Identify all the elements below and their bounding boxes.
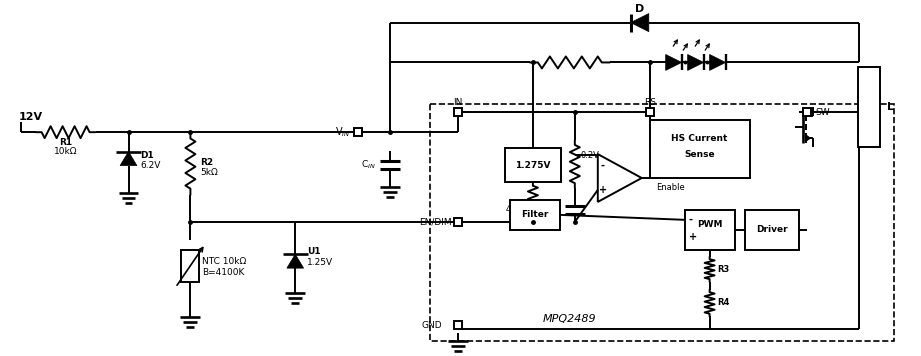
Text: PWM: PWM: [697, 220, 722, 229]
Text: +: +: [689, 232, 697, 242]
Bar: [454, 321, 462, 329]
Polygon shape: [709, 54, 726, 70]
Text: R4: R4: [717, 298, 730, 307]
Bar: [744, 210, 799, 250]
Polygon shape: [631, 14, 648, 32]
Text: R3: R3: [717, 265, 729, 274]
Bar: [858, 67, 880, 147]
Text: D: D: [635, 4, 645, 14]
Polygon shape: [688, 54, 704, 70]
Text: 1.25V: 1.25V: [308, 258, 333, 267]
Text: IN: IN: [453, 98, 462, 107]
Bar: [430, 104, 894, 341]
Text: HS Current: HS Current: [671, 134, 728, 143]
Polygon shape: [286, 254, 304, 268]
Text: Enable: Enable: [656, 183, 684, 193]
Text: RS: RS: [644, 98, 656, 107]
Bar: [181, 250, 199, 282]
Text: MPQ2489: MPQ2489: [543, 314, 597, 324]
Text: U1: U1: [308, 247, 321, 256]
Text: -: -: [689, 215, 693, 225]
Bar: [454, 108, 462, 116]
Bar: [355, 128, 362, 136]
Text: 6.2V: 6.2V: [141, 161, 161, 169]
Text: +: +: [599, 185, 607, 195]
Text: C$_{IN}$: C$_{IN}$: [361, 159, 376, 171]
Bar: [505, 148, 561, 182]
Text: 0.2V: 0.2V: [581, 151, 600, 159]
Bar: [646, 108, 654, 116]
Text: 12V: 12V: [18, 112, 42, 122]
Text: SW: SW: [815, 108, 830, 117]
Text: 5kΩ: 5kΩ: [201, 168, 218, 177]
Text: D1: D1: [141, 151, 154, 159]
Text: 10kΩ: 10kΩ: [53, 147, 77, 156]
Text: R1: R1: [59, 138, 72, 147]
Text: NTC 10kΩ: NTC 10kΩ: [203, 257, 247, 266]
Bar: [454, 218, 462, 226]
Bar: [649, 120, 750, 178]
Text: Sense: Sense: [684, 150, 715, 158]
Polygon shape: [666, 54, 682, 70]
Text: L: L: [887, 102, 894, 112]
Text: B=4100K: B=4100K: [203, 268, 245, 277]
Text: Filter: Filter: [521, 210, 549, 219]
Bar: [510, 200, 560, 230]
Text: GND: GND: [422, 321, 442, 330]
Text: -: -: [600, 161, 605, 171]
Bar: [684, 210, 735, 250]
Text: Driver: Driver: [756, 225, 787, 234]
Text: V$_{IN}$: V$_{IN}$: [334, 125, 350, 139]
Polygon shape: [120, 152, 137, 166]
Text: EN/DIM: EN/DIM: [419, 217, 452, 226]
Text: R2: R2: [201, 158, 214, 167]
Polygon shape: [807, 135, 810, 141]
Text: 45kΩ: 45kΩ: [505, 205, 527, 214]
Bar: [803, 108, 811, 116]
Text: 1.275V: 1.275V: [515, 161, 551, 169]
